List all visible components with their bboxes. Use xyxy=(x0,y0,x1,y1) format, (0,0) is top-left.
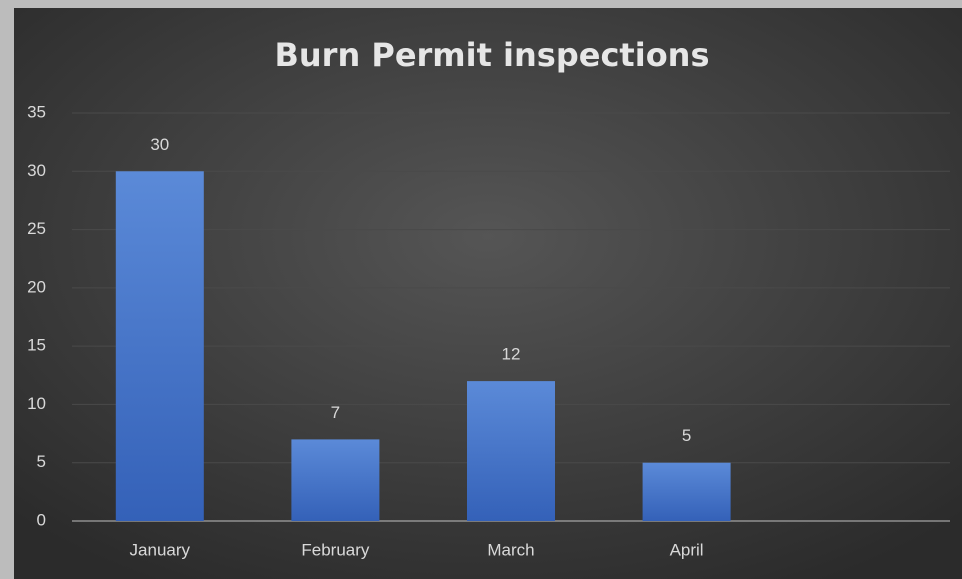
y-tick-label: 20 xyxy=(27,277,46,296)
data-label: 30 xyxy=(150,135,169,154)
data-label: 12 xyxy=(502,345,521,364)
y-tick-label: 0 xyxy=(37,510,46,529)
chart-title: Burn Permit inspections xyxy=(274,36,709,74)
y-tick-label: 10 xyxy=(27,394,46,413)
y-tick-label: 5 xyxy=(37,452,46,471)
x-tick-label: January xyxy=(130,540,191,559)
bar xyxy=(467,381,555,521)
y-tick-label: 15 xyxy=(27,336,46,355)
data-label: 5 xyxy=(682,426,691,445)
x-tick-label: April xyxy=(670,540,704,559)
y-tick-label: 25 xyxy=(27,219,46,238)
bar xyxy=(115,171,204,522)
x-tick-label: February xyxy=(301,540,370,559)
x-tick-label: March xyxy=(487,540,534,559)
y-tick-label: 35 xyxy=(27,102,46,121)
bar xyxy=(291,439,380,521)
y-tick-label: 30 xyxy=(27,161,46,180)
data-label: 7 xyxy=(331,403,340,422)
bar xyxy=(642,462,731,521)
